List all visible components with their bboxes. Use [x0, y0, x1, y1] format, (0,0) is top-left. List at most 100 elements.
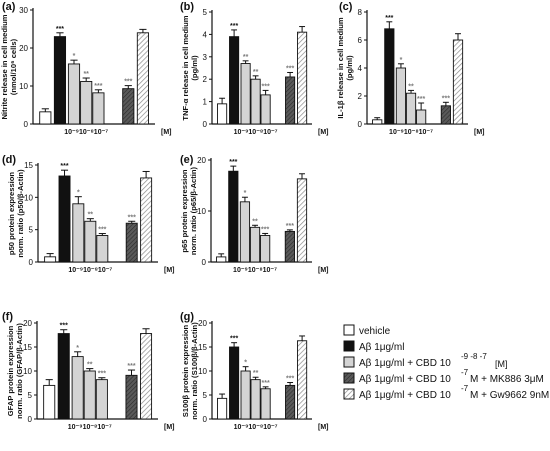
bar — [39, 111, 52, 125]
concentration-label: 10⁻⁹10⁻⁸10⁻⁷ — [68, 267, 112, 274]
bar — [228, 170, 239, 263]
panel-label: (e) — [180, 154, 194, 166]
unit-label: [M] — [164, 267, 175, 274]
legend-cbd-exponent: -9 -8 -7 — [461, 352, 487, 361]
legend-swatch-mk886 — [343, 372, 355, 384]
bar — [297, 340, 308, 420]
panel-label: (a) — [2, 1, 16, 13]
y-tick-label: 2 — [203, 75, 208, 84]
bar — [67, 63, 81, 125]
bar — [249, 226, 261, 263]
y-tick-label: 20 — [23, 319, 32, 328]
y-axis-label: IL-1β release in cell medium — [336, 17, 345, 119]
bar — [405, 92, 417, 125]
legend-label-mk886: Aβ 1μg/ml + CBD 10 — [359, 374, 451, 385]
bar — [395, 67, 407, 125]
bar — [83, 370, 96, 420]
panel-label: (f) — [2, 311, 13, 323]
legend-swatch-abeta — [343, 340, 355, 352]
y-tick-label: 2 — [358, 92, 363, 101]
significance-marker: ** — [88, 212, 94, 219]
y-tick-label: 20 — [197, 156, 206, 165]
chart-panel-f: (f) 0 5 10 15 20 GFAP protein expression norm. … — [2, 311, 175, 431]
y-axis-label: norm. ratio (p50/β-Actin) — [16, 169, 25, 258]
legend-gw9662-exponent: -7 — [461, 384, 469, 393]
bar — [240, 370, 251, 420]
bar — [71, 356, 84, 420]
bar — [95, 379, 108, 420]
unit-label: [M] — [318, 424, 329, 431]
y-tick-label: 20 — [19, 44, 28, 53]
y-tick-label: 20 — [198, 319, 207, 328]
y-tick-label: 0 — [28, 415, 33, 424]
significance-marker: *** — [230, 23, 238, 30]
bar — [53, 36, 67, 125]
y-tick-label: 5 — [29, 226, 34, 235]
bar — [92, 92, 105, 125]
bar — [372, 119, 383, 125]
bar — [122, 88, 135, 125]
bar — [229, 36, 240, 125]
bar — [125, 374, 138, 420]
y-tick-label: 10 — [19, 82, 28, 91]
y-tick-label: 0 — [358, 120, 363, 129]
legend-swatch-vehicle — [343, 324, 355, 336]
significance-marker: * — [77, 190, 80, 197]
significance-marker: *** — [229, 159, 237, 166]
y-axis-label: Nitrite release in cell medium — [0, 14, 9, 119]
y-axis-label: norm. ratio (GFAP/β-Actin) — [15, 323, 24, 419]
y-tick-label: 8 — [358, 8, 363, 17]
significance-marker: ** — [253, 69, 259, 76]
bar — [44, 256, 57, 263]
unit-label: [M] — [318, 129, 329, 136]
chart-panel-e: (e) 0 10 20 p65 protein expression norm. rati… — [180, 154, 329, 274]
significance-marker: *** — [262, 83, 270, 90]
y-tick-label: 0 — [202, 258, 207, 267]
legend-mk886-suffix: M + MK886 3μM — [470, 374, 544, 385]
unit-label: [M] — [318, 267, 329, 274]
panel-label: (b) — [180, 1, 194, 13]
chart-panel-b: (b) 0 1 2 3 4 5 TNF-α release in cell medium (pg… — [180, 1, 329, 136]
significance-marker: *** — [128, 214, 136, 221]
significance-marker: * — [244, 360, 247, 367]
chart-panel-a: (a) 0 10 20 30 Nitrite release in cell medium… — [0, 1, 172, 136]
y-tick-label: 4 — [358, 64, 363, 73]
bar — [140, 333, 153, 420]
unit-label: [M] — [161, 129, 172, 136]
y-axis-label: norm. ratio (S100β/β-Actin) — [190, 322, 199, 420]
y-tick-label: 0 — [24, 120, 29, 129]
unit-label: [M] — [164, 424, 175, 431]
significance-marker: *** — [60, 163, 68, 170]
y-axis-label: (pg/ml) — [345, 55, 354, 81]
y-tick-label: 10 — [24, 193, 33, 202]
significance-marker: ** — [87, 362, 93, 369]
bar — [84, 220, 97, 263]
significance-marker: ** — [243, 54, 249, 61]
significance-marker: *** — [98, 371, 106, 378]
y-tick-label: 10 — [197, 207, 206, 216]
bar — [297, 31, 308, 125]
legend-label-vehicle: vehicle — [359, 326, 391, 337]
y-tick-label: 0 — [203, 415, 208, 424]
y-tick-label: 4 — [203, 30, 208, 39]
legend-label-cbd: Aβ 1μg/ml + CBD 10 — [359, 358, 451, 369]
bar — [285, 384, 296, 420]
significance-marker: *** — [230, 336, 238, 343]
y-tick-label: 6 — [358, 36, 363, 45]
y-tick-label: 10 — [198, 367, 207, 376]
concentration-label: 10⁻⁹10⁻⁸10⁻⁷ — [234, 129, 278, 136]
bar — [250, 379, 261, 420]
concentration-label: 10⁻⁹10⁻⁸10⁻⁷ — [389, 129, 433, 136]
bar — [260, 388, 271, 420]
significance-marker: *** — [442, 95, 450, 102]
significance-marker: ** — [408, 83, 414, 90]
legend-swatch-gw9662 — [343, 388, 355, 400]
significance-marker: *** — [127, 363, 135, 370]
concentration-label: 10⁻⁹10⁻⁸10⁻⁷ — [68, 424, 112, 431]
bar — [440, 105, 451, 125]
bar — [260, 94, 271, 125]
y-tick-label: 1 — [203, 98, 208, 107]
chart-panel-g: (g) 0 5 10 15 20 S100β protein expression norm.… — [180, 311, 329, 431]
bar — [140, 177, 153, 263]
